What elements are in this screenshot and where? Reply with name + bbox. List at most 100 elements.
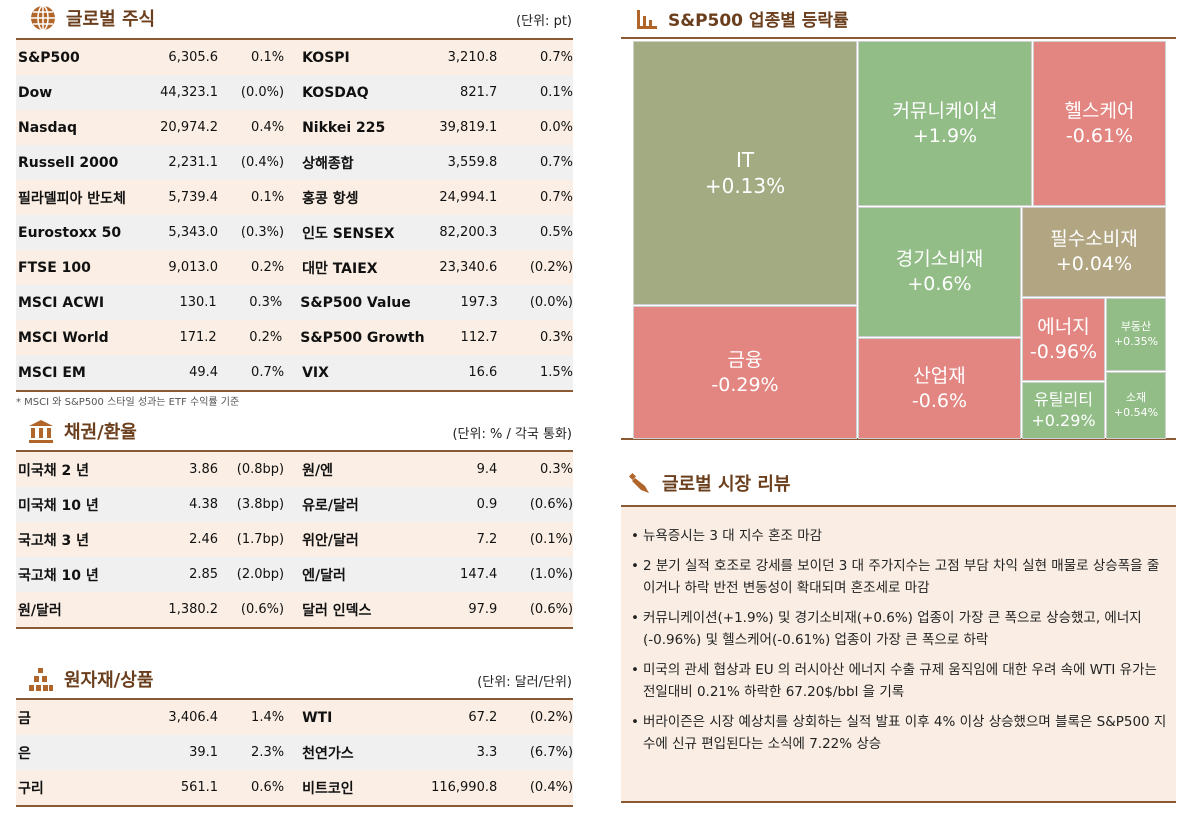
cell-name-2: KOSDAQ xyxy=(302,84,369,101)
cell-name-2: WTI xyxy=(302,709,333,726)
cell-value-2: 0.9 xyxy=(476,497,498,512)
review-list: 뉴욕증시는 3 대 지수 혼조 마감 2 분기 실적 호조로 강세를 보이던 3 … xyxy=(631,525,1168,755)
tile-label: 유틸리티 xyxy=(1034,389,1093,409)
cell-change-2: 0.3% xyxy=(539,330,573,345)
tile-value: -0.96% xyxy=(1029,340,1098,363)
cell-change: 1.4% xyxy=(251,710,285,725)
cell-change-2: (0.1%) xyxy=(529,532,574,547)
pen-icon xyxy=(628,472,649,493)
cell-change: (0.4%) xyxy=(240,155,285,170)
cell-name-2: 비트코인 xyxy=(302,780,354,797)
cell-name-2: 상해종합 xyxy=(302,155,354,172)
cell-change-2: 0.3% xyxy=(539,462,574,477)
cell-value: 3.86 xyxy=(189,462,219,477)
cell-value-2: 9.4 xyxy=(476,462,498,477)
table-row: Eurostoxx 50 5,343.0 (0.3%) 인도 SENSEX 82,200… xyxy=(16,215,573,250)
table-row: 구리 561.1 0.6% 비트코인 116,990.8 (0.4%) xyxy=(16,770,573,805)
cell-change: (0.0%) xyxy=(240,85,285,100)
cell-value: 171.2 xyxy=(179,330,217,345)
cell-change-2: (1.0%) xyxy=(529,567,574,582)
review-item: 2 분기 실적 호조로 강세를 보이던 3 대 주가지수는 고점 부담 차익 실… xyxy=(631,555,1168,599)
cell-name: MSCI ACWI xyxy=(18,294,105,311)
treemap-title: S&P500 업종별 등락률 xyxy=(636,6,849,31)
cell-name: 국고채 10 년 xyxy=(18,567,99,584)
cell-change-2: 0.7% xyxy=(539,190,574,205)
cell-change-2: (0.2%) xyxy=(529,710,574,725)
stocks-title: 글로벌 주식 xyxy=(30,5,155,31)
sector-treemap: IT +0.13% 커뮤니케이션 +1.9% 헬스케어 -0.61% 금융 -0.29% 경기소… xyxy=(621,37,1176,440)
stocks-table: S&P500 6,305.6 0.1% KOSPI 3,210.8 0.7% Dow 44,3… xyxy=(16,38,573,392)
tile-value: +0.6% xyxy=(907,273,972,295)
tile-value: +0.04% xyxy=(1055,253,1133,275)
review-item: 미국의 관세 협상과 EU 의 러시아산 에너지 수출 규제 움직임에 대한 우… xyxy=(631,659,1168,703)
table-row: 국고채 10 년 2.85 (2.0bp) 엔/달러 147.4 (1.0%) xyxy=(16,557,573,592)
cell-value: 49.4 xyxy=(189,365,219,380)
treemap-tile: 부동산 +0.35% xyxy=(1106,298,1166,371)
table-row: Nasdaq 20,974.2 0.4% Nikkei 225 39,819.1 0.0% xyxy=(16,110,573,145)
cell-name: 국고채 3 년 xyxy=(18,532,90,549)
cell-name: Nasdaq xyxy=(18,119,77,136)
cell-name: Dow xyxy=(18,84,53,101)
treemap-tile: 헬스케어 -0.61% xyxy=(1033,41,1166,206)
cell-value: 2.46 xyxy=(189,532,219,547)
cell-name-2: 엔/달러 xyxy=(302,567,346,584)
tile-label: 소재 xyxy=(1125,391,1147,405)
treemap-tile: 커뮤니케이션 +1.9% xyxy=(858,41,1032,206)
cell-change-2: 0.5% xyxy=(539,225,574,240)
treemap-tile: 경기소비재 +0.6% xyxy=(858,207,1021,337)
tile-label: 부동산 xyxy=(1120,320,1152,334)
table-row: 은 39.1 2.3% 천연가스 3.3 (6.7%) xyxy=(16,735,573,770)
cell-change: 0.6% xyxy=(251,780,285,795)
tile-label: IT xyxy=(735,148,755,172)
treemap-tile: 에너지 -0.96% xyxy=(1022,298,1105,381)
cell-name-2: KOSPI xyxy=(302,49,350,66)
cell-value: 5,739.4 xyxy=(168,190,219,205)
cell-value-2: 16.6 xyxy=(468,365,498,380)
cell-name-2: Nikkei 225 xyxy=(302,119,386,136)
cell-change: 0.3% xyxy=(249,295,283,310)
tile-label: 금융 xyxy=(727,348,763,371)
cell-change-2: 0.0% xyxy=(539,120,574,135)
cell-change-2: 0.7% xyxy=(539,155,574,170)
cell-value: 9,013.0 xyxy=(168,260,219,275)
commodities-unit: (단위: 달러/단위) xyxy=(477,675,572,690)
treemap-tile: 금융 -0.29% xyxy=(633,306,857,439)
cell-change: (0.8bp) xyxy=(236,462,285,477)
tile-label: 경기소비재 xyxy=(895,248,984,271)
cell-name: MSCI World xyxy=(18,329,109,346)
cell-name-2: 달러 인덱스 xyxy=(302,602,372,619)
table-row: 금 3,406.4 1.4% WTI 67.2 (0.2%) xyxy=(16,700,573,735)
cell-value-2: 39,819.1 xyxy=(439,120,498,135)
cell-value-2: 821.7 xyxy=(460,85,498,100)
cell-name-2: 대만 TAIEX xyxy=(302,260,378,277)
tile-value: -0.6% xyxy=(911,389,968,412)
cell-name: 은 xyxy=(18,745,31,762)
tile-value: +0.35% xyxy=(1113,334,1159,348)
table-row: Dow 44,323.1 (0.0%) KOSDAQ 821.7 0.1% xyxy=(16,75,573,110)
cell-value-2: 7.2 xyxy=(476,532,498,547)
cell-value-2: 3,210.8 xyxy=(447,50,498,65)
cell-value-2: 67.2 xyxy=(468,710,498,725)
tile-value: +1.9% xyxy=(912,124,978,147)
commodities-title-text: 원자재/상품 xyxy=(64,670,154,691)
cell-change-2: (0.2%) xyxy=(529,260,574,275)
cell-value: 4.38 xyxy=(189,497,219,512)
cell-change-2: (0.4%) xyxy=(529,780,574,795)
cell-name-2: 유로/달러 xyxy=(302,497,359,514)
tile-label: 산업재 xyxy=(913,364,966,387)
cell-value-2: 97.9 xyxy=(468,602,498,617)
cell-change: (2.0bp) xyxy=(236,567,285,582)
cell-change: 0.2% xyxy=(251,260,285,275)
cell-name: 미국채 2 년 xyxy=(18,462,90,479)
cell-change: 0.2% xyxy=(249,330,283,345)
table-row: MSCI ACWI 130.1 0.3% S&P500 Value 197.3 (0.0%… xyxy=(16,285,573,320)
cell-name: FTSE 100 xyxy=(18,259,91,276)
cell-name-2: 위안/달러 xyxy=(302,532,359,549)
cell-value: 6,305.6 xyxy=(168,50,219,65)
cell-change: 0.4% xyxy=(251,120,285,135)
tile-label: 필수소비재 xyxy=(1050,228,1138,251)
stocks-footnote: * MSCI 와 S&P500 스타일 성과는 ETF 수익률 기준 xyxy=(16,397,240,408)
cell-change-2: 0.1% xyxy=(539,85,574,100)
bonds-title-text: 채권/환율 xyxy=(64,422,137,443)
cell-value: 20,974.2 xyxy=(160,120,219,135)
